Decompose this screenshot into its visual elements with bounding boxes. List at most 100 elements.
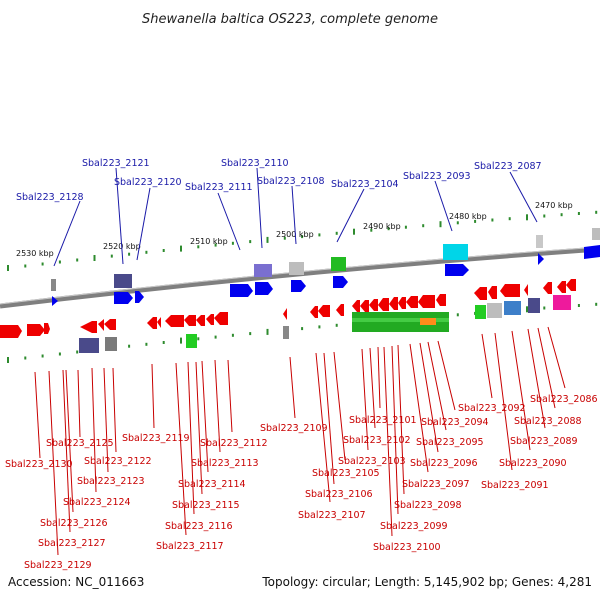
gene-2098-arrow[interactable]	[398, 297, 406, 309]
gene-2114-arrow[interactable]	[196, 315, 205, 326]
gene-2105-arrow[interactable]	[336, 304, 344, 316]
gene-2127-arrow[interactable]	[44, 323, 50, 334]
gene-label-2103[interactable]: Sbal223_2103	[338, 456, 406, 467]
gene-label-2128[interactable]: Sbal223_2128	[16, 192, 84, 203]
gene-label-2096[interactable]: Sbal223_2096	[410, 458, 478, 469]
gene-feature-box[interactable]	[487, 303, 502, 318]
gene-label-2091[interactable]: Sbal223_2091	[481, 480, 549, 491]
gene-2108-arrow[interactable]	[291, 280, 306, 292]
gene-label-2093[interactable]: Sbal223_2093	[403, 171, 471, 182]
gene-feature-box[interactable]	[420, 318, 436, 325]
gene-feature-box[interactable]	[51, 279, 56, 291]
gene-label-2086[interactable]: Sbal223_2086	[530, 394, 598, 405]
gene-label-2104[interactable]: Sbal223_2104	[331, 179, 399, 190]
gene-2091-arrow[interactable]	[500, 284, 520, 297]
gene-label-2090[interactable]: Sbal223_2090	[499, 458, 567, 469]
gene-feature-box[interactable]	[553, 295, 571, 310]
gene-label-2109[interactable]: Sbal223_2109	[260, 423, 328, 434]
gene-2109-arrow[interactable]	[283, 308, 287, 320]
gene-feature-box[interactable]	[443, 244, 468, 260]
gene-2099-arrow[interactable]	[389, 297, 398, 310]
gene-2117-arrow[interactable]	[157, 317, 161, 328]
gene-label-2130[interactable]: Sbal223_2130	[5, 459, 73, 470]
gene-2088-arrow[interactable]	[557, 281, 566, 293]
gene-label-2101[interactable]: Sbal223_2101	[349, 415, 417, 426]
gene-label-2088[interactable]: Sbal223_2088	[514, 416, 582, 427]
gene-label-2099[interactable]: Sbal223_2099	[380, 521, 448, 532]
gene-label-2102[interactable]: Sbal223_2102	[343, 435, 411, 446]
gene-label-2092[interactable]: Sbal223_2092	[458, 403, 526, 414]
gene-2086-arrow[interactable]	[566, 279, 576, 291]
gene-feature-box[interactable]	[289, 262, 304, 275]
gene-2126-arrow[interactable]	[80, 321, 97, 333]
gene-label-2112[interactable]: Sbal223_2112	[200, 438, 268, 449]
gene-2087-arrow[interactable]	[538, 253, 544, 265]
gene-label-2106[interactable]: Sbal223_2106	[305, 489, 373, 500]
gene-2106-arrow[interactable]	[318, 305, 330, 317]
gene-feature-box[interactable]	[186, 334, 197, 348]
gene-2122-arrow[interactable]	[104, 319, 116, 330]
gene-2089-arrow[interactable]	[543, 282, 552, 294]
gene-label-2113[interactable]: Sbal223_2113	[191, 458, 259, 469]
gene-feature-box[interactable]	[283, 326, 289, 339]
gene-label-2115[interactable]: Sbal223_2115	[172, 500, 240, 511]
gene-2100-arrow[interactable]	[378, 298, 389, 311]
gene-label-2111[interactable]: Sbal223_2111	[185, 182, 253, 193]
gene-2119-arrow[interactable]	[147, 317, 157, 329]
gene-feature-box[interactable]	[79, 338, 99, 353]
gene-2116-arrow[interactable]	[165, 315, 184, 327]
gene-label-2105[interactable]: Sbal223_2105	[312, 468, 380, 479]
gene-label-2107[interactable]: Sbal223_2107	[298, 510, 366, 521]
gene-label-2125[interactable]: Sbal223_2125	[46, 438, 114, 449]
gene-2103-arrow[interactable]	[352, 300, 360, 312]
gene-2128-arrow[interactable]	[52, 296, 58, 306]
gene-label-2087[interactable]: Sbal223_2087	[474, 161, 542, 172]
gene-forward-arrow[interactable]	[584, 245, 600, 259]
gene-2130-arrow[interactable]	[0, 325, 22, 338]
gene-label-2117[interactable]: Sbal223_2117	[156, 541, 224, 552]
gene-2121-arrow[interactable]	[114, 292, 133, 304]
gene-feature-box[interactable]	[504, 301, 521, 315]
gene-label-2126[interactable]: Sbal223_2126	[40, 518, 108, 529]
gene-label-2094[interactable]: Sbal223_2094	[421, 417, 489, 428]
gene-label-2122[interactable]: Sbal223_2122	[84, 456, 152, 467]
gene-feature-box[interactable]	[254, 264, 272, 277]
gene-label-2124[interactable]: Sbal223_2124	[63, 497, 131, 508]
gene-label-2121[interactable]: Sbal223_2121	[82, 158, 150, 169]
gene-2113-arrow[interactable]	[206, 314, 214, 325]
gene-2124-arrow[interactable]	[98, 319, 104, 331]
gene-label-2119[interactable]: Sbal223_2119	[122, 433, 190, 444]
gene-feature-box[interactable]	[475, 305, 486, 319]
gene-feature-box[interactable]	[114, 274, 132, 288]
gene-2101-arrow[interactable]	[369, 299, 378, 311]
gene-2120-arrow[interactable]	[135, 291, 144, 303]
gene-label-2089[interactable]: Sbal223_2089	[510, 436, 578, 447]
gene-2112-arrow[interactable]	[214, 312, 228, 325]
gene-label-2127[interactable]: Sbal223_2127	[38, 538, 106, 549]
gene-2092-arrow[interactable]	[488, 286, 497, 299]
gene-label-2116[interactable]: Sbal223_2116	[165, 521, 233, 532]
gene-2110-arrow[interactable]	[255, 282, 273, 295]
gene-feature-box[interactable]	[528, 298, 540, 313]
gene-2115-arrow[interactable]	[184, 315, 196, 326]
gene-label-2123[interactable]: Sbal223_2123	[77, 476, 145, 487]
gene-2104-arrow[interactable]	[333, 276, 348, 288]
gene-feature-box[interactable]	[536, 235, 543, 248]
gene-feature-box[interactable]	[331, 257, 346, 271]
gene-2093-arrow[interactable]	[445, 264, 469, 276]
gene-2095-arrow[interactable]	[436, 294, 446, 306]
gene-label-2097[interactable]: Sbal223_2097	[402, 479, 470, 490]
gene-label-2095[interactable]: Sbal223_2095	[416, 437, 484, 448]
gene-domain-band-light[interactable]	[352, 318, 449, 322]
gene-label-2108[interactable]: Sbal223_2108	[257, 176, 325, 187]
gene-2094-arrow[interactable]	[474, 287, 487, 300]
gene-feature-box[interactable]	[592, 228, 600, 240]
gene-label-2110[interactable]: Sbal223_2110	[221, 158, 289, 169]
gene-2090-arrow[interactable]	[524, 284, 528, 296]
gene-2097-arrow[interactable]	[406, 296, 418, 308]
gene-2129-arrow[interactable]	[27, 324, 45, 336]
gene-2107-arrow[interactable]	[310, 306, 318, 318]
gene-label-2120[interactable]: Sbal223_2120	[114, 177, 182, 188]
gene-feature-box[interactable]	[105, 337, 117, 351]
gene-2102-arrow[interactable]	[360, 300, 369, 312]
